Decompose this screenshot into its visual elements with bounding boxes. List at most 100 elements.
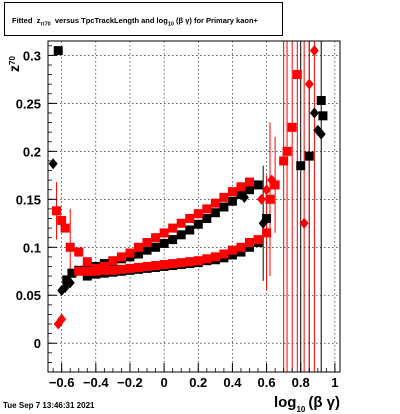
data-point bbox=[159, 228, 169, 238]
data-point bbox=[151, 261, 161, 271]
data-point bbox=[159, 260, 169, 270]
data-point bbox=[202, 204, 212, 214]
data-point bbox=[265, 194, 275, 204]
data-point bbox=[287, 122, 297, 132]
data-point bbox=[210, 208, 220, 218]
data-point bbox=[142, 245, 152, 255]
data-point bbox=[142, 261, 152, 271]
x-tick-label: 0.2 bbox=[189, 375, 207, 390]
data-point bbox=[258, 217, 268, 229]
title-z: z bbox=[36, 16, 41, 25]
data-point bbox=[151, 233, 161, 243]
chart-axes: −0.6 −0.4 −0.2 0 0.2 0.4 0.6 0.8 1 0 0.05 0.1 0.15 0.… bbox=[16, 45, 338, 390]
data-point bbox=[168, 235, 178, 245]
title-z-sub: π bbox=[40, 21, 45, 28]
x-tick-label: −0.4 bbox=[83, 375, 109, 390]
y-tick-label: 0.2 bbox=[23, 144, 41, 159]
y-tick-label: 0 bbox=[34, 336, 41, 351]
data-point bbox=[267, 174, 277, 186]
data-point bbox=[74, 266, 84, 276]
data-point bbox=[296, 161, 306, 171]
error-bars bbox=[56, 41, 322, 372]
data-point bbox=[244, 185, 254, 195]
data-point bbox=[108, 265, 118, 275]
data-markers bbox=[48, 45, 328, 330]
x-tick-label: 1 bbox=[331, 375, 338, 390]
data-point bbox=[244, 237, 254, 247]
chart-grid bbox=[48, 41, 340, 372]
data-point bbox=[67, 268, 77, 278]
data-point bbox=[52, 206, 62, 216]
y-tick-label: 0.25 bbox=[16, 96, 41, 111]
y-axis-label: z70 bbox=[6, 56, 22, 72]
data-point bbox=[62, 275, 72, 285]
data-point bbox=[185, 225, 195, 235]
data-point bbox=[134, 249, 144, 259]
data-point bbox=[316, 128, 326, 140]
data-point bbox=[253, 235, 263, 245]
plot-frame bbox=[47, 40, 341, 373]
data-point bbox=[227, 250, 237, 260]
data-point bbox=[219, 249, 229, 259]
data-point bbox=[256, 193, 266, 205]
data-point bbox=[142, 237, 152, 247]
data-point bbox=[316, 95, 326, 105]
data-point bbox=[82, 257, 92, 267]
x-tick-label: 0.4 bbox=[223, 375, 242, 390]
title-middle: versus TpcTrackLength and log bbox=[54, 16, 168, 25]
data-point bbox=[57, 313, 67, 325]
data-point bbox=[99, 265, 109, 275]
data-point bbox=[151, 242, 161, 252]
data-point bbox=[227, 196, 237, 206]
data-point bbox=[279, 156, 289, 166]
data-point bbox=[318, 111, 328, 121]
data-point bbox=[210, 198, 220, 208]
title-arg: (β γ) bbox=[176, 16, 192, 25]
data-point bbox=[262, 213, 272, 223]
data-point bbox=[292, 70, 302, 80]
data-point bbox=[53, 46, 63, 56]
data-point bbox=[168, 259, 178, 269]
data-point bbox=[244, 177, 254, 187]
data-point bbox=[193, 256, 203, 266]
data-point bbox=[227, 187, 237, 197]
y-tick-label: 0.15 bbox=[16, 192, 41, 207]
title-log-sub: 10 bbox=[167, 21, 174, 28]
data-point bbox=[82, 271, 92, 281]
y-tick-label: 0.3 bbox=[23, 48, 41, 63]
data-point bbox=[125, 263, 135, 273]
chart-title-box: Fitted zπ70 versus TpcTrackLength and lo… bbox=[4, 2, 283, 36]
data-point bbox=[116, 252, 126, 262]
title-suffix: for Primary kaon+ bbox=[193, 16, 258, 25]
x-tick-label: −0.2 bbox=[117, 375, 143, 390]
data-point bbox=[193, 209, 203, 219]
data-point bbox=[57, 215, 67, 225]
data-point bbox=[244, 242, 254, 252]
data-point bbox=[159, 238, 169, 248]
data-point bbox=[227, 245, 237, 255]
data-point bbox=[304, 151, 314, 161]
data-point bbox=[65, 277, 75, 289]
data-point bbox=[236, 242, 246, 252]
x-axis-label: log10 (β γ) bbox=[274, 394, 340, 414]
data-point bbox=[236, 190, 246, 200]
data-point bbox=[168, 223, 178, 233]
data-point bbox=[239, 191, 249, 203]
y-tick-label: 0.05 bbox=[16, 288, 41, 303]
data-point bbox=[185, 257, 195, 267]
data-point bbox=[219, 192, 229, 202]
data-point bbox=[185, 213, 195, 223]
data-point bbox=[262, 184, 272, 196]
data-point bbox=[202, 254, 212, 264]
x-tick-label: −0.6 bbox=[49, 375, 75, 390]
data-point bbox=[202, 213, 212, 223]
data-point bbox=[176, 218, 186, 228]
data-point bbox=[125, 248, 135, 258]
date-stamp: Tue Sep 7 13:46:31 2021 bbox=[3, 401, 95, 410]
data-point bbox=[91, 266, 101, 276]
data-point bbox=[253, 180, 263, 190]
title-z-sub2: 70 bbox=[44, 21, 51, 28]
data-point bbox=[210, 252, 220, 262]
data-point bbox=[82, 266, 92, 276]
